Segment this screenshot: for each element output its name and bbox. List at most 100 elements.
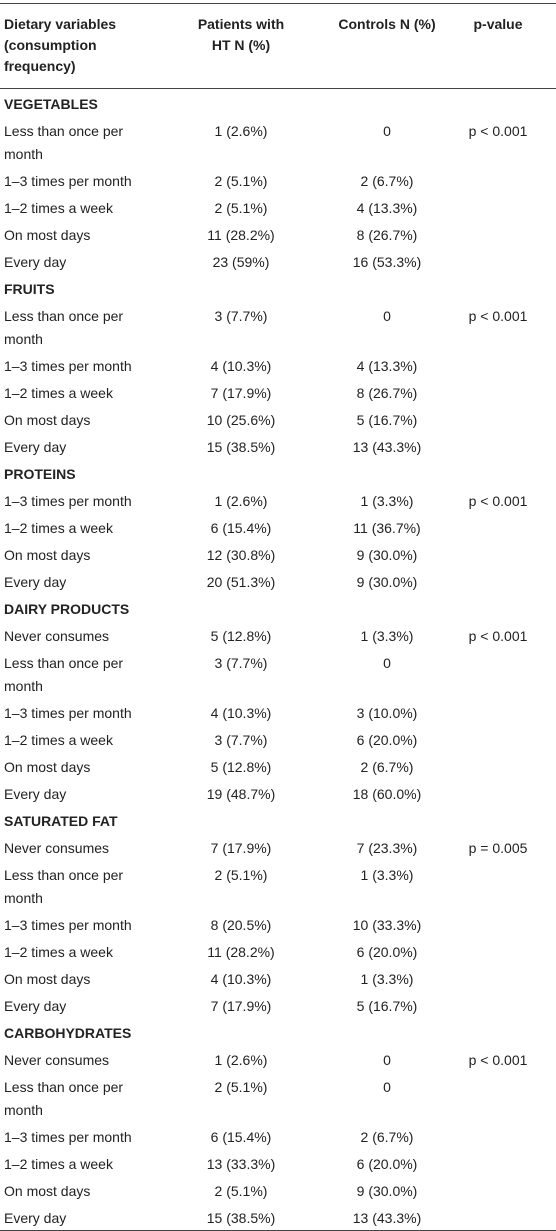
data-row: 1–2 times a week 11 (28.2%) 6 (20.0%): [0, 937, 556, 964]
cell: p = 0.005: [468, 840, 528, 856]
cell: 8 (26.7%): [356, 385, 418, 401]
data-row: Less than once per month 1 (2.6%) 0 p < 0.0…: [0, 116, 556, 166]
cell: 0: [383, 308, 391, 324]
data-row: 1–3 times per month 1 (2.6%) 1 (3.3%) p < 0…: [0, 486, 556, 513]
cell: [456, 937, 556, 964]
label-text: On most days: [4, 547, 91, 563]
label-text: Never consumes: [4, 628, 110, 644]
cell: p < 0.001: [468, 123, 528, 139]
data-row: Every day 15 (38.5%) 13 (43.3%): [0, 432, 556, 459]
cell: [456, 1122, 556, 1149]
label-text: On most days: [4, 412, 91, 428]
cell: 9 (30.0%): [356, 574, 418, 590]
cell: [456, 247, 556, 274]
row-label: 1–3 times per month: [0, 910, 186, 937]
data-row: Every day 19 (48.7%) 18 (60.0%): [0, 779, 556, 806]
cell: 10 (33.3%): [352, 917, 422, 933]
data-row: On most days 10 (25.6%) 5 (16.7%): [0, 405, 556, 432]
cell: 5 (12.8%): [210, 759, 272, 775]
label-text: On most days: [4, 759, 91, 775]
label-text: Every day: [4, 254, 67, 270]
row-label: 1–3 times per month: [0, 166, 186, 193]
cell: 2 (5.1%): [214, 1183, 268, 1199]
cell: 6 (15.4%): [210, 520, 272, 536]
row-label: On most days: [0, 540, 186, 567]
cell: 7 (23.3%): [356, 840, 418, 856]
header-text: Dietary variables (consumption frequency…: [4, 16, 117, 74]
cell: 2 (6.7%): [360, 759, 414, 775]
row-label: 1–3 times per month: [0, 1122, 186, 1149]
page: {"table": { "header": ["Dietary variable…: [0, 3, 556, 1231]
section-name: PROTEINS: [4, 466, 76, 482]
row-label: 1–3 times per month: [0, 351, 186, 378]
row-label: 1–2 times a week: [0, 1149, 186, 1176]
cell: 6 (20.0%): [356, 944, 418, 960]
cell: 4 (10.3%): [210, 358, 272, 374]
cell: 1 (2.6%): [214, 1052, 268, 1068]
header-cell: Dietary variables (consumption frequency…: [0, 4, 186, 89]
cell: 2 (5.1%): [214, 173, 268, 189]
cell: 7 (17.9%): [210, 840, 272, 856]
cell: [456, 910, 556, 937]
data-row: Never consumes 7 (17.9%) 7 (23.3%) p = 0.00…: [0, 833, 556, 860]
label-text: 1–3 times per month: [4, 705, 132, 721]
row-label: 1–3 times per month: [0, 698, 186, 725]
data-row: Every day 7 (17.9%) 5 (16.7%): [0, 991, 556, 1018]
label-text: Every day: [4, 1210, 67, 1226]
cell: p < 0.001: [468, 308, 528, 324]
cell: 13 (33.3%): [206, 1156, 276, 1172]
row-label: On most days: [0, 220, 186, 247]
section-row: VEGETABLES: [0, 89, 556, 117]
label-text: 1–2 times a week: [4, 200, 113, 216]
cell: p < 0.001: [468, 628, 528, 644]
data-row: Less than once per month 2 (5.1%) 0: [0, 1072, 556, 1122]
data-row: 1–2 times a week 2 (5.1%) 4 (13.3%): [0, 193, 556, 220]
cell: 23 (59%): [212, 254, 270, 270]
cell: 5 (16.7%): [356, 412, 418, 428]
cell: [456, 725, 556, 752]
data-row: On most days 11 (28.2%) 8 (26.7%): [0, 220, 556, 247]
cell: [456, 1149, 556, 1176]
row-label: Less than once per month: [0, 648, 186, 698]
header-cell: p-value: [473, 16, 523, 32]
section-row: PROTEINS: [0, 459, 556, 486]
cell: 19 (48.7%): [206, 786, 276, 802]
diet-table: Dietary variables (consumption frequency…: [0, 3, 556, 1231]
row-label: On most days: [0, 405, 186, 432]
row-label: Every day: [0, 247, 186, 274]
data-row: On most days 2 (5.1%) 9 (30.0%): [0, 1176, 556, 1203]
cell: 5 (16.7%): [356, 998, 418, 1014]
cell: [456, 648, 556, 698]
label-text: On most days: [4, 1183, 91, 1199]
section-name: SATURATED FAT: [4, 813, 118, 829]
row-label: On most days: [0, 964, 186, 991]
row-label: On most days: [0, 1176, 186, 1203]
cell: [456, 405, 556, 432]
label-text: 1–3 times per month: [4, 917, 132, 933]
row-label: Every day: [0, 991, 186, 1018]
label-text: Less than once per month: [4, 308, 124, 347]
cell: 11 (28.2%): [207, 944, 275, 960]
cell: 6 (20.0%): [356, 732, 418, 748]
cell: 16 (53.3%): [352, 254, 422, 270]
label-text: Every day: [4, 998, 67, 1014]
row-label: Less than once per month: [0, 301, 186, 351]
row-label: Less than once per month: [0, 860, 186, 910]
data-row: Never consumes 1 (2.6%) 0 p < 0.001: [0, 1045, 556, 1072]
label-text: 1–3 times per month: [4, 173, 132, 189]
cell: 4 (10.3%): [210, 705, 272, 721]
label-text: Every day: [4, 439, 67, 455]
row-label: 1–2 times a week: [0, 378, 186, 405]
data-row: 1–2 times a week 7 (17.9%) 8 (26.7%): [0, 378, 556, 405]
data-row: 1–2 times a week 3 (7.7%) 6 (20.0%): [0, 725, 556, 752]
label-text: Every day: [4, 574, 67, 590]
table-body: VEGETABLES Less than once per month 1 (2.6…: [0, 89, 556, 1231]
section-name: CARBOHYDRATES: [4, 1025, 132, 1041]
data-row: 1–3 times per month 4 (10.3%) 4 (13.3%): [0, 351, 556, 378]
label-text: Every day: [4, 786, 67, 802]
row-label: Never consumes: [0, 621, 186, 648]
table-header: Dietary variables (consumption frequency…: [0, 3, 556, 89]
cell: [456, 193, 556, 220]
cell: 4 (13.3%): [356, 200, 418, 216]
cell: [456, 752, 556, 779]
